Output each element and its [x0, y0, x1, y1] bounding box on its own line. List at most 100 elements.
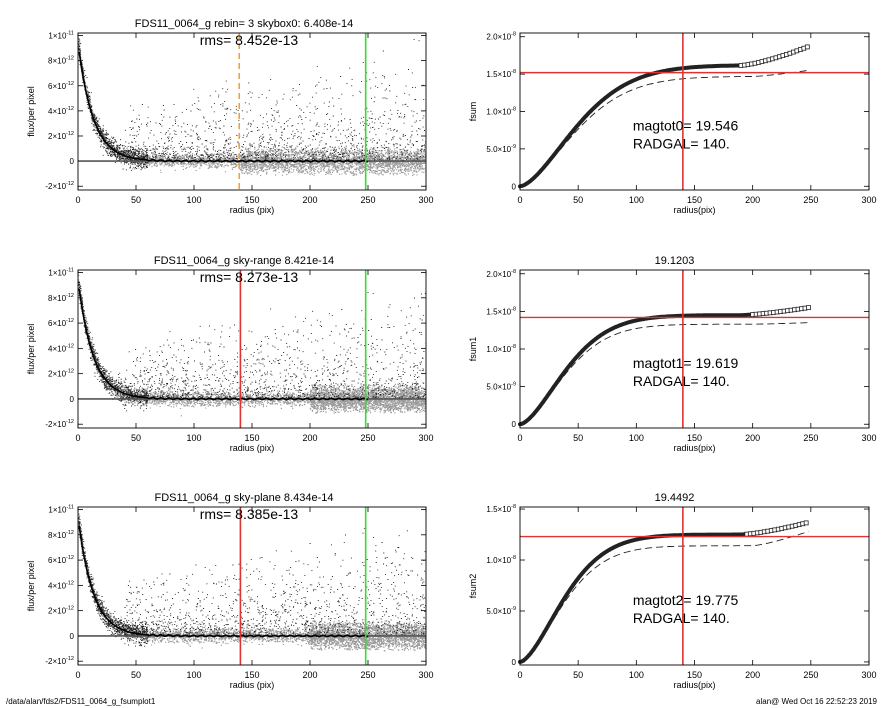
x-tick-label: 200	[745, 670, 760, 680]
x-tick-label: 150	[687, 433, 702, 443]
rms-annotation: rms= 8.273e-13	[200, 269, 299, 285]
x-tick-label: 100	[629, 433, 644, 443]
x-axis-label: radius(pix)	[673, 680, 715, 690]
x-tick-label: 50	[573, 433, 583, 443]
y-tick-label: 1×10-11	[48, 505, 74, 515]
x-axis-label: radius(pix)	[673, 443, 715, 453]
x-tick-label: 300	[861, 670, 876, 680]
magtot-annotation: magtot1= 19.619	[633, 355, 739, 371]
x-tick-label: 100	[186, 670, 201, 680]
x-tick-label: 100	[629, 670, 644, 680]
x-tick-label: 250	[360, 670, 375, 680]
x-tick-label: 250	[803, 433, 818, 443]
y-tick-label: 1×10-11	[48, 31, 74, 41]
radgal-annotation: RADGAL= 140.	[633, 135, 730, 151]
radgal-annotation: RADGAL= 140.	[633, 373, 730, 389]
x-tick-label: 250	[360, 433, 375, 443]
x-tick-label: 200	[302, 195, 317, 205]
y-tick-label: 1.5×10-8	[486, 306, 516, 316]
x-tick-label: 300	[418, 670, 433, 680]
y-tick-label: 6×10-12	[48, 555, 74, 565]
y-tick-label: -2×10-12	[45, 419, 74, 429]
x-tick-label: 150	[244, 670, 259, 680]
y-tick-label: 4×10-12	[48, 343, 74, 353]
y-tick-label: 5.0×10-9	[486, 606, 516, 616]
x-tick-label: 0	[517, 670, 522, 680]
profile-panel-1: 0 50 100 150 200 250 300-2×10-1202×10-124×10-1…	[26, 18, 434, 215]
magtot-annotation: magtot2= 19.775	[633, 592, 739, 608]
x-tick-label: 150	[687, 670, 702, 680]
x-axis-label: radius (pix)	[230, 205, 275, 215]
growth-panel-2: 0 50 100 150 200 250 300 0 5.0×10-9 1.0×10-8 1.5×1…	[468, 255, 877, 453]
panel-title: 19.1203	[655, 255, 695, 267]
profile-panel-2: 0 50 100 150 200 250 300-2×10-1202×10-124×10-1…	[26, 255, 434, 453]
growth-panel-3: 0 50 100 150 200 250 300 0 5.0×10-9 1.0×10-8 1.5×1…	[468, 492, 877, 690]
magtot-annotation: magtot0= 19.546	[633, 117, 739, 133]
y-tick-label: 4×10-12	[48, 106, 74, 116]
plot-frame	[519, 32, 870, 191]
y-axis-label: flux/per pixel	[26, 86, 36, 137]
y-axis-label: flux/per pixel	[26, 561, 36, 612]
x-tick-label: 150	[687, 195, 702, 205]
x-tick-label: 0	[75, 433, 80, 443]
footer-timestamp: alan@ Wed Oct 16 22:52:23 2019	[756, 697, 877, 706]
y-tick-label: 1.5×10-8	[486, 504, 516, 514]
profile-panel-3: 0 50 100 150 200 250 300-2×10-1202×10-124×10-1…	[26, 492, 434, 690]
y-tick-label: -2×10-12	[45, 656, 74, 666]
x-tick-label: 50	[573, 195, 583, 205]
y-tick-label: 0	[512, 658, 517, 667]
x-tick-label: 50	[573, 670, 583, 680]
scatter-area	[78, 270, 426, 428]
y-tick-label: 0	[512, 182, 517, 191]
x-tick-label: 0	[75, 195, 80, 205]
y-tick-label: 4×10-12	[48, 580, 74, 590]
plot-frame	[519, 269, 870, 429]
y-tick-label: 1×10-11	[48, 268, 74, 278]
growth-curve-marker	[804, 44, 810, 50]
rms-annotation: rms= 8.385e-13	[200, 506, 299, 522]
plot-frame	[77, 32, 427, 191]
y-axis-label: fsum	[468, 102, 478, 122]
x-tick-label: 300	[861, 433, 876, 443]
x-axis-label: radius(pix)	[673, 205, 715, 215]
x-tick-label: 100	[629, 195, 644, 205]
y-tick-label: 2×10-12	[48, 606, 74, 616]
growth-curve	[518, 312, 755, 427]
panel-title: 19.4492	[655, 492, 695, 504]
x-tick-label: 0	[75, 670, 80, 680]
y-tick-label: 0	[512, 420, 517, 429]
outlier-points	[78, 509, 426, 647]
x-tick-label: 300	[418, 433, 433, 443]
mean-profile-line	[78, 525, 369, 638]
y-tick-label: 2.0×10-8	[486, 32, 516, 42]
footer-file-path: /data/alan/fds2/FDS11_0064_g_fsumplot1	[6, 697, 156, 706]
growth-curve-marker	[806, 305, 811, 311]
plot-frame	[519, 506, 870, 666]
y-tick-label: 1.0×10-8	[486, 344, 516, 354]
comparison-dashed-curve	[519, 69, 809, 187]
y-tick-label: 1.0×10-8	[486, 107, 516, 117]
y-tick-label: 0	[70, 632, 75, 641]
y-tick-label: 5.0×10-9	[486, 382, 516, 392]
y-tick-label: 8×10-12	[48, 293, 74, 303]
y-tick-label: 2×10-12	[48, 369, 74, 379]
scatter-area	[78, 507, 426, 665]
x-tick-label: 250	[803, 670, 818, 680]
x-tick-label: 200	[302, 670, 317, 680]
y-tick-label: 8×10-12	[48, 56, 74, 66]
growth-curve	[518, 63, 743, 189]
growth-curve-marker	[803, 520, 809, 526]
panel-title: FDS11_0064_g rebin= 3 skybox0: 6.408e-14	[135, 18, 353, 30]
y-tick-label: -2×10-12	[45, 181, 74, 191]
y-tick-label: 2×10-12	[48, 131, 74, 141]
mean-profile-line	[78, 288, 369, 401]
x-axis-label: radius (pix)	[230, 443, 275, 453]
y-axis-label: flux/per pixel	[26, 324, 36, 375]
x-tick-label: 100	[186, 195, 201, 205]
rms-annotation: rms= 8.452e-13	[200, 32, 299, 48]
panel-title: FDS11_0064_g sky-range 8.421e-14	[154, 255, 334, 267]
x-tick-label: 300	[418, 195, 433, 205]
y-tick-label: 5.0×10-9	[486, 144, 516, 154]
y-tick-label: 2.0×10-8	[486, 269, 516, 279]
